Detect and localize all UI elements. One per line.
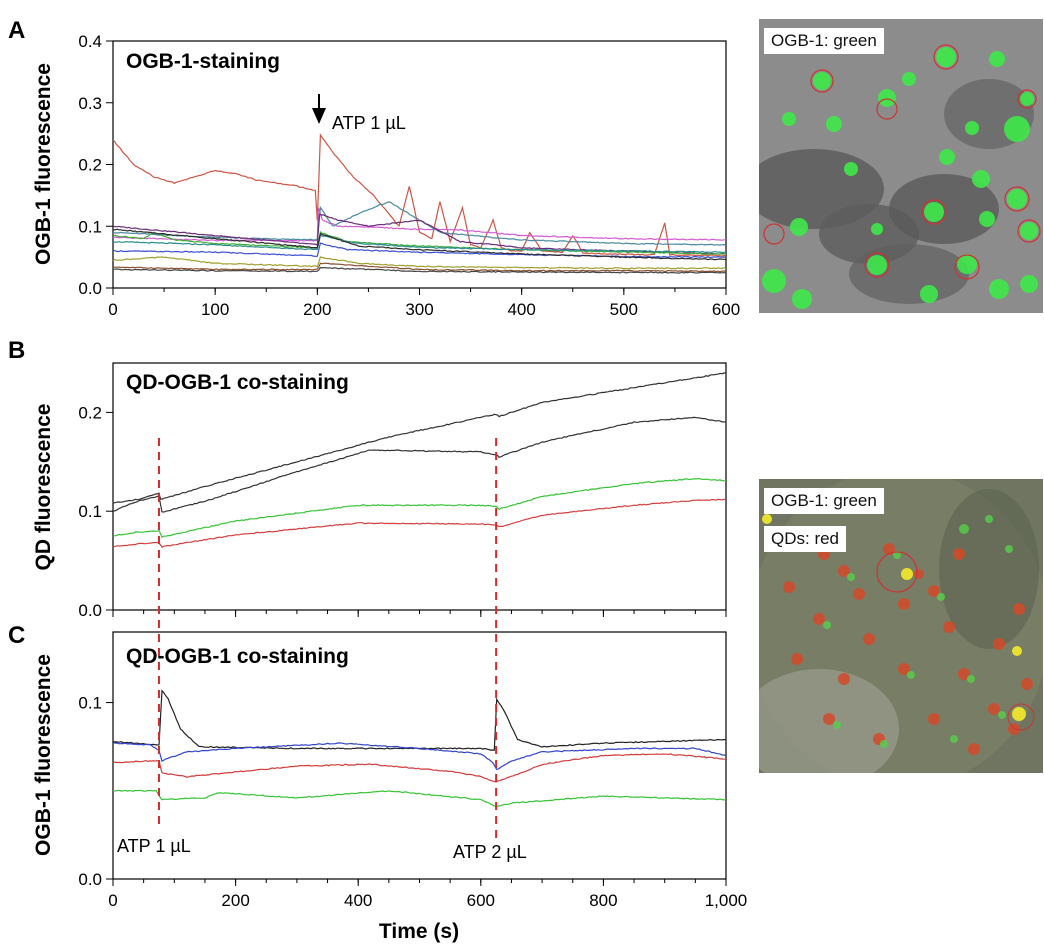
micrograph-ogb1: OGB-1: green xyxy=(759,19,1043,313)
chart-panel-a: 0 100 200 300 400 500 600 0.0 0.1 0.2 0.3 0.4 OGB-… xyxy=(32,32,740,319)
x-ticks-b xyxy=(112,610,727,617)
x-tick-label-c: 400 xyxy=(344,891,372,910)
x-tick-label-c: 200 xyxy=(221,891,249,910)
x-tick-label-a: 100 xyxy=(201,300,229,319)
chart-panel-c: 0 200 400 600 800 1,000 0.0 0.1 QD-OGB-1 co-st… xyxy=(32,631,747,943)
chart-title-c: QD-OGB-1 co-staining xyxy=(126,645,349,668)
chart-panel-b: 0.0 0.1 0.2 QD-OGB-1 co-staining QD fluore… xyxy=(32,362,727,620)
panel-label-c: C xyxy=(8,622,25,649)
x-tick-label-a: 0 xyxy=(108,300,117,319)
series-line-a-4 xyxy=(113,213,727,255)
series-line-a-10 xyxy=(112,262,727,273)
panel-label-a: A xyxy=(8,17,25,44)
y-axis-label-a: OGB-1 fluorescence xyxy=(32,63,55,265)
micrograph-ogb1-image xyxy=(759,19,1043,313)
y-tick-label-b: 0.1 xyxy=(78,502,102,521)
chart-title-b: QD-OGB-1 co-staining xyxy=(126,371,349,394)
x-tick-label-c: 1,000 xyxy=(705,891,748,910)
series-line-a-1 xyxy=(112,133,727,257)
series-group-b xyxy=(112,372,727,548)
x-ticks-c: 0 200 400 600 800 1,000 xyxy=(108,879,747,910)
series-group-a xyxy=(112,133,727,274)
x-tick-label-a: 600 xyxy=(712,300,740,319)
y-tick-label-a: 0.0 xyxy=(78,279,102,298)
series-line-b-3 xyxy=(112,477,727,539)
series-line-a-2 xyxy=(112,207,726,242)
y-tick-label-c: 0.0 xyxy=(78,870,102,889)
micrograph-label-qds-red: QDs: red xyxy=(764,526,847,552)
micrograph-label-ogb1: OGB-1: green xyxy=(764,28,884,54)
series-line-c-3 xyxy=(112,753,727,783)
series-line-a-9 xyxy=(112,256,727,270)
event-lines xyxy=(157,438,498,839)
x-tick-label-a: 500 xyxy=(610,300,638,319)
x-tick-label-a: 400 xyxy=(507,300,535,319)
chart-title-a: OGB-1-staining xyxy=(126,50,280,73)
panel-label-b: B xyxy=(8,337,25,364)
series-line-b-1 xyxy=(112,372,727,504)
atp-annotation-a: ATP 1 µL xyxy=(332,113,406,133)
series-line-a-6 xyxy=(113,234,727,254)
series-line-c-1 xyxy=(112,689,726,751)
y-tick-label-c: 0.1 xyxy=(78,694,102,713)
y-ticks-c: 0.0 0.1 xyxy=(78,694,113,889)
series-line-a-8 xyxy=(112,228,727,261)
y-tick-label-a: 0.4 xyxy=(78,32,102,51)
x-tick-label-c: 800 xyxy=(589,891,617,910)
x-tick-label-c: 0 xyxy=(108,891,117,910)
x-tick-label-c: 600 xyxy=(467,891,495,910)
y-axis-label-c: OGB-1 fluorescence xyxy=(32,654,55,856)
y-ticks-b: 0.0 0.1 0.2 xyxy=(78,403,113,620)
x-tick-label-a: 300 xyxy=(405,300,433,319)
series-group-c xyxy=(112,689,727,808)
x-tick-label-a: 200 xyxy=(303,300,331,319)
x-ticks-a: 0 100 200 300 400 500 600 xyxy=(108,288,740,319)
y-ticks-a: 0.0 0.1 0.2 0.3 0.4 xyxy=(78,32,113,298)
micrograph-qd-ogb1: OGB-1: green QDs: red xyxy=(759,479,1043,773)
y-tick-label-a: 0.2 xyxy=(78,156,102,175)
y-tick-label-b: 0.2 xyxy=(78,403,102,422)
y-tick-label-b: 0.0 xyxy=(78,601,102,620)
micrograph-label-ogb1-green: OGB-1: green xyxy=(764,488,884,514)
series-line-c-2 xyxy=(112,742,727,771)
series-line-b-2 xyxy=(113,416,727,513)
x-axis-label-c: Time (s) xyxy=(379,920,459,943)
arrow-down-icon xyxy=(312,94,326,124)
y-axis-label-b: QD fluorescence xyxy=(32,404,55,571)
event-label-atp-1: ATP 1 µL xyxy=(117,836,191,856)
series-line-a-11 xyxy=(113,266,727,274)
plot-frame-c xyxy=(112,631,727,880)
y-tick-label-a: 0.3 xyxy=(78,94,102,113)
series-line-b-4 xyxy=(112,498,727,548)
series-line-a-5 xyxy=(112,230,727,255)
y-tick-label-a: 0.1 xyxy=(78,217,102,236)
series-line-c-4 xyxy=(112,789,727,808)
event-label-atp-2: ATP 2 µL xyxy=(453,842,527,862)
micrograph-qd-ogb1-image xyxy=(759,479,1043,773)
